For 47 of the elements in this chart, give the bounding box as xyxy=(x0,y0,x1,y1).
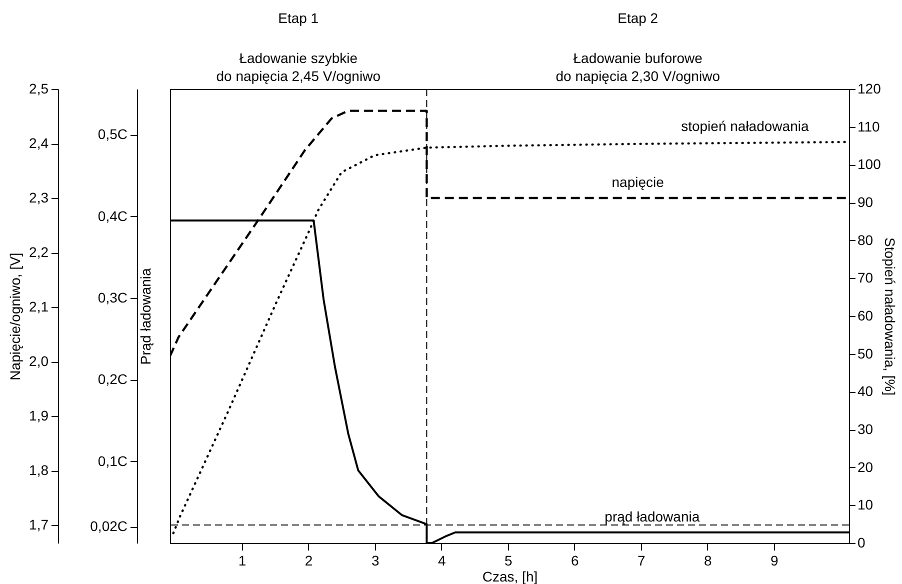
text: Ładowanie szybkie do napięcia 2,45 V/ogniwo xyxy=(216,50,381,84)
y3-tick-label: 0,2C xyxy=(98,371,128,388)
y2-tick-label: 90 xyxy=(858,194,874,210)
x-tick-label: 4 xyxy=(438,552,446,568)
series-label: stopień naładowania xyxy=(681,118,809,134)
y3-tick-label: 0,4C xyxy=(98,208,128,224)
y2-tick-label: 120 xyxy=(858,80,882,96)
y-tick-label: 1,7 xyxy=(29,516,49,533)
y2-tick-label: 30 xyxy=(858,421,874,437)
series-label: prąd ładowania xyxy=(604,508,700,524)
y-tick-label: 2,0 xyxy=(29,353,49,370)
y2-tick-label: 60 xyxy=(858,308,874,324)
y-tick-label: 2,1 xyxy=(29,298,49,315)
x-tick-label: 5 xyxy=(504,552,512,568)
y2-tick-label: 10 xyxy=(858,496,874,513)
y-axis-title: Napięcie/ogniwo, [V] xyxy=(7,252,24,380)
y-tick-label: 2,5 xyxy=(29,80,49,96)
y2-tick-label: 70 xyxy=(858,270,874,286)
y3-axis-title: Prąd ładowania xyxy=(138,268,154,365)
y2-tick-label: 110 xyxy=(858,118,880,134)
text: Ładowanie buforowe do napięcia 2,30 V/ogniwo xyxy=(556,50,720,84)
y-tick-label: 2,3 xyxy=(29,190,49,206)
y3-tick-label: 0,1C xyxy=(98,452,128,469)
y-tick-label: 2,2 xyxy=(29,244,49,260)
series-label: napięcie xyxy=(612,174,664,190)
x-tick-label: 6 xyxy=(570,552,579,568)
y2-tick-label: 20 xyxy=(858,458,874,475)
y2-tick-label: 100 xyxy=(858,156,882,172)
x-tick-label: 7 xyxy=(637,552,646,568)
x-tick-label: 3 xyxy=(371,552,380,568)
x-tick-label: 8 xyxy=(704,552,712,568)
y2-axis-title: Stopień naładowania, [%] xyxy=(882,238,898,396)
x-tick-label: 1 xyxy=(238,552,246,568)
y3-tick-label: 0,3C xyxy=(98,290,128,306)
y2-tick-label: 50 xyxy=(858,345,874,362)
y-tick-label: 1,8 xyxy=(29,462,49,478)
text: Etap 1 xyxy=(278,10,319,26)
y-tick-label: 1,9 xyxy=(29,408,49,424)
y3-tick-label: 0,5C xyxy=(98,126,128,142)
y2-tick-label: 0 xyxy=(858,534,866,550)
x-tick-label: 9 xyxy=(770,552,778,568)
x-tick-label: 2 xyxy=(304,552,313,568)
text: Etap 2 xyxy=(618,10,658,26)
y-tick-label: 2,4 xyxy=(29,135,49,151)
y2-tick-label: 80 xyxy=(858,232,874,248)
y3-tick-label: 0,02C xyxy=(90,518,128,534)
y2-tick-label: 40 xyxy=(858,383,874,400)
